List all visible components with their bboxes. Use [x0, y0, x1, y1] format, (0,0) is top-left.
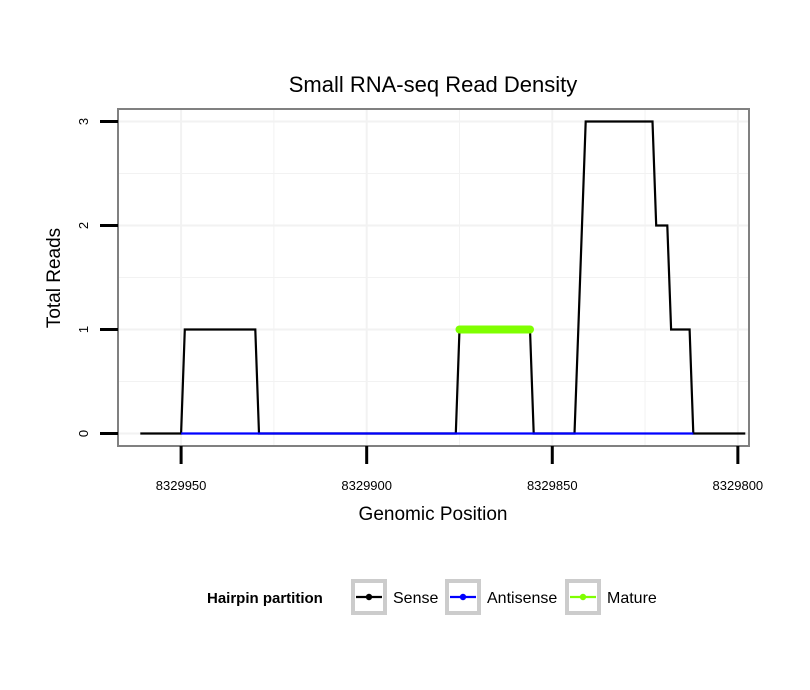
legend-item-antisense[interactable]: Antisense — [445, 579, 557, 615]
series-lines — [140, 120, 746, 435]
legend-label: Antisense — [487, 590, 557, 607]
legend-key-point — [579, 593, 587, 601]
x-axis-label: Genomic Position — [359, 504, 508, 525]
y-axis-ticks: 0 1 2 3 — [76, 118, 118, 437]
y-tick-label: 2 — [76, 222, 91, 229]
plot-border — [117, 108, 750, 447]
x-tick-label: 8329950 — [156, 478, 207, 493]
legend-key — [565, 579, 601, 615]
legend-key-point — [459, 593, 467, 601]
x-tick-label: 8329900 — [341, 478, 392, 493]
y-tick-label: 3 — [76, 118, 91, 125]
legend-key-point — [365, 593, 373, 601]
legend-item-sense[interactable]: Sense — [351, 579, 438, 615]
y-axis-label: Total Reads — [44, 228, 65, 328]
x-tick-label: 8329800 — [713, 478, 764, 493]
plot-area — [117, 108, 750, 447]
legend: Hairpin partition Sense Antisense Mature — [207, 579, 657, 615]
x-axis-ticks: 8329950 8329900 8329850 8329800 — [156, 446, 763, 493]
x-tick-label: 8329850 — [527, 478, 578, 493]
legend-label: Mature — [607, 590, 657, 607]
y-tick-label: 1 — [76, 326, 91, 333]
y-tick-label: 0 — [76, 430, 91, 437]
legend-title: Hairpin partition — [207, 590, 323, 607]
legend-label: Sense — [393, 590, 438, 607]
chart-title: Small RNA-seq Read Density — [289, 72, 578, 97]
legend-item-mature[interactable]: Mature — [565, 579, 657, 615]
